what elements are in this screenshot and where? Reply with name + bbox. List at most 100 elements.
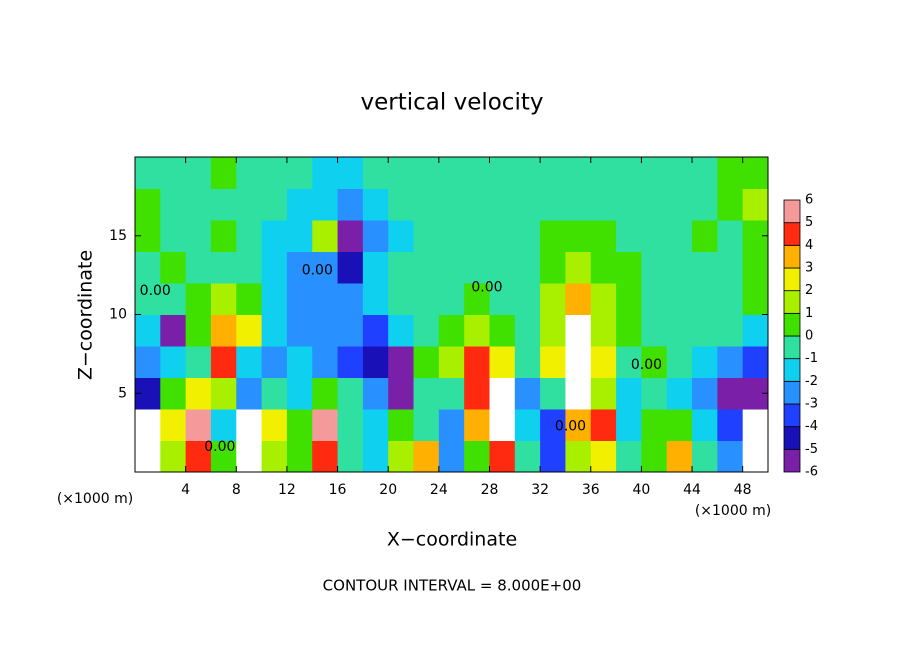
heat-cell: [210, 409, 237, 441]
heat-cell: [210, 283, 237, 315]
chart-title: vertical velocity: [361, 90, 544, 116]
heat-cell: [261, 346, 288, 378]
heat-cell: [312, 157, 339, 189]
heat-cell: [236, 409, 263, 441]
heat-cell: [312, 220, 339, 252]
heat-cell: [312, 314, 339, 347]
heat-cell: [261, 409, 288, 441]
x-tick-label: 4: [181, 482, 190, 498]
heat-cell: [514, 251, 541, 284]
heat-cell: [312, 377, 339, 410]
heat-cell: [514, 157, 541, 189]
heat-cell: [210, 220, 237, 252]
heat-cell: [286, 346, 313, 378]
heat-cell: [590, 251, 617, 284]
heat-cell: [742, 314, 769, 347]
heat-cell: [514, 314, 541, 347]
heat-cell: [135, 188, 161, 221]
heat-cell: [286, 409, 313, 441]
heat-cell: [666, 220, 693, 252]
heat-cell: [641, 440, 668, 473]
heat-cell: [185, 220, 212, 252]
heat-cell: [742, 157, 769, 189]
heat-cell: [565, 251, 592, 284]
colorbar-label: 1: [805, 306, 813, 321]
heat-cell: [388, 188, 415, 221]
heat-cell: [438, 283, 465, 315]
heat-cell: [413, 346, 440, 378]
heat-cell: [438, 251, 465, 284]
heat-cell: [337, 251, 364, 284]
heat-cell: [337, 314, 364, 347]
heat-cell: [641, 251, 668, 284]
heat-cell: [438, 409, 465, 441]
heat-cell: [616, 377, 642, 410]
heat-cell: [717, 346, 744, 378]
heat-cell: [666, 188, 693, 221]
heat-cell: [616, 283, 642, 315]
colorbar-swatch: [783, 312, 801, 337]
heat-cell: [362, 283, 389, 315]
heat-cell: [692, 157, 718, 189]
heat-cell: [135, 409, 161, 441]
colorbar-swatch: [783, 199, 801, 224]
heat-cell: [692, 220, 718, 252]
colorbar-swatch: [783, 403, 801, 428]
heat-cell: [616, 314, 642, 347]
x-tick-label: 28: [481, 482, 499, 498]
heat-cell: [666, 346, 693, 378]
heat-cell: [362, 409, 389, 441]
heat-cell: [666, 251, 693, 284]
heat-cell: [565, 346, 592, 378]
heat-cell: [388, 157, 415, 189]
heat-cell: [337, 157, 364, 189]
heat-cell: [489, 283, 516, 315]
heat-cell: [160, 188, 187, 221]
colorbar-label: -5: [805, 442, 818, 457]
heat-cell: [312, 440, 339, 473]
heat-cell: [413, 377, 440, 410]
heat-cell: [236, 314, 263, 347]
heat-cell: [742, 440, 769, 473]
colorbar-swatch: [783, 335, 801, 360]
heat-cell: [666, 314, 693, 347]
heat-cell: [565, 157, 592, 189]
heat-cell: [261, 157, 288, 189]
heat-cell: [717, 314, 744, 347]
x-tick-label: 40: [632, 482, 650, 498]
heat-cell: [438, 188, 465, 221]
heat-cell: [438, 440, 465, 473]
y-tick-label: 5: [118, 385, 127, 401]
heat-cell: [565, 409, 592, 441]
heat-cell: [464, 283, 490, 315]
heat-cell: [362, 346, 389, 378]
heat-cell: [692, 251, 718, 284]
heat-cell: [590, 346, 617, 378]
heat-cell: [236, 157, 263, 189]
heat-cell: [514, 409, 541, 441]
heat-cell: [717, 377, 744, 410]
heat-cell: [742, 409, 769, 441]
heat-cell: [160, 157, 187, 189]
heat-cell: [742, 283, 769, 315]
heat-cell: [590, 157, 617, 189]
heat-cell: [742, 346, 769, 378]
x-unit-label: (×1000 m): [57, 491, 133, 507]
colorbar-swatch: [783, 222, 801, 246]
contour-label: 0.00: [140, 283, 171, 299]
heat-cell: [641, 283, 668, 315]
heat-cell: [312, 283, 339, 315]
heat-cell: [337, 346, 364, 378]
colorbar-label: 2: [805, 283, 813, 298]
footer-note: CONTOUR INTERVAL = 8.000E+00: [323, 577, 582, 595]
heat-cell: [590, 188, 617, 221]
heat-cell: [210, 440, 237, 473]
heat-cell: [388, 314, 415, 347]
heat-cell: [464, 251, 490, 284]
heat-cell: [413, 409, 440, 441]
heat-cell: [540, 220, 566, 252]
heat-cell: [210, 377, 237, 410]
heat-cell: [616, 188, 642, 221]
heat-cell: [236, 220, 263, 252]
heat-cell: [312, 188, 339, 221]
